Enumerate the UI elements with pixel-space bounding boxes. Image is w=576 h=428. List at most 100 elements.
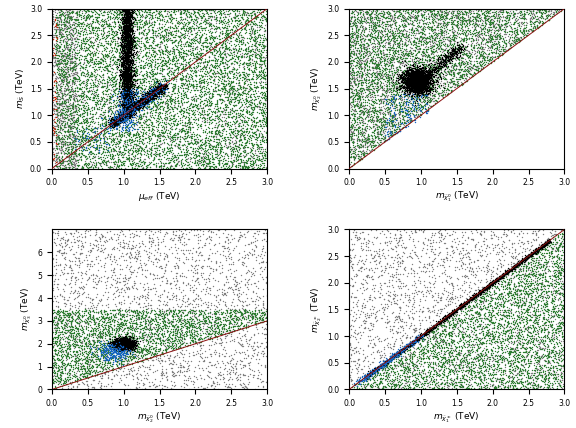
Point: [74, 74, 84, 80]
Point: [103, 83, 112, 90]
Point: [439, 344, 448, 351]
Point: [548, 381, 557, 388]
Point: [164, 77, 173, 83]
Point: [54, 98, 63, 104]
Point: [211, 250, 220, 257]
Point: [251, 11, 260, 18]
Point: [116, 350, 125, 357]
Point: [105, 15, 115, 22]
Point: [187, 332, 196, 339]
Point: [219, 107, 229, 113]
Point: [361, 376, 370, 383]
Point: [408, 338, 418, 345]
Point: [393, 67, 403, 74]
Point: [521, 9, 530, 15]
Point: [242, 137, 252, 144]
Point: [390, 40, 399, 47]
Point: [442, 373, 452, 380]
Point: [381, 18, 390, 24]
Point: [158, 85, 168, 92]
Point: [67, 273, 76, 280]
Point: [243, 44, 252, 51]
Point: [138, 346, 147, 353]
Point: [387, 253, 396, 260]
Point: [58, 348, 67, 354]
Point: [116, 341, 126, 348]
Point: [345, 306, 354, 313]
Point: [225, 80, 234, 87]
Point: [73, 376, 82, 383]
Point: [350, 20, 359, 27]
Point: [129, 351, 138, 358]
Point: [395, 101, 404, 108]
Point: [210, 86, 219, 93]
Point: [50, 155, 59, 162]
Point: [89, 142, 98, 149]
Point: [188, 104, 198, 111]
Point: [211, 231, 221, 238]
Point: [85, 338, 94, 345]
Point: [88, 314, 97, 321]
Point: [115, 114, 124, 121]
Point: [348, 106, 357, 113]
Point: [121, 355, 130, 362]
Point: [467, 310, 476, 317]
Point: [444, 317, 453, 324]
Point: [257, 339, 266, 346]
Point: [239, 231, 248, 238]
Point: [363, 31, 373, 38]
Point: [119, 92, 128, 98]
Point: [112, 327, 121, 333]
Point: [150, 56, 160, 63]
Point: [75, 300, 84, 306]
Point: [57, 80, 66, 86]
Point: [69, 118, 78, 125]
Point: [412, 92, 422, 99]
Point: [484, 288, 493, 294]
Point: [122, 71, 131, 78]
Point: [373, 74, 382, 81]
Point: [366, 381, 375, 388]
Point: [414, 336, 423, 343]
Point: [415, 45, 425, 51]
Point: [355, 50, 364, 56]
Point: [119, 104, 128, 110]
Point: [127, 337, 137, 344]
Point: [372, 366, 381, 373]
Point: [516, 369, 525, 376]
Point: [151, 79, 160, 86]
Point: [511, 299, 520, 306]
Point: [429, 383, 438, 390]
Point: [415, 84, 424, 91]
Point: [449, 55, 458, 62]
Point: [416, 87, 425, 94]
Point: [241, 302, 251, 309]
Point: [55, 379, 65, 386]
Point: [70, 149, 79, 155]
Point: [122, 62, 131, 68]
Point: [173, 309, 183, 316]
Point: [141, 118, 150, 125]
Point: [120, 113, 129, 120]
Point: [372, 74, 381, 80]
Point: [175, 107, 184, 114]
Point: [183, 128, 192, 135]
Point: [380, 57, 389, 64]
Point: [127, 157, 137, 164]
Point: [459, 66, 468, 73]
Point: [358, 309, 367, 316]
Point: [437, 24, 446, 30]
Point: [161, 159, 170, 166]
Point: [127, 14, 137, 21]
Point: [347, 246, 357, 253]
Point: [406, 81, 415, 88]
Point: [118, 47, 127, 54]
Point: [367, 145, 377, 152]
Point: [53, 21, 62, 28]
Point: [75, 151, 84, 158]
Point: [123, 73, 132, 80]
Point: [223, 316, 232, 323]
Point: [528, 8, 537, 15]
Point: [66, 13, 75, 20]
Point: [81, 134, 90, 141]
